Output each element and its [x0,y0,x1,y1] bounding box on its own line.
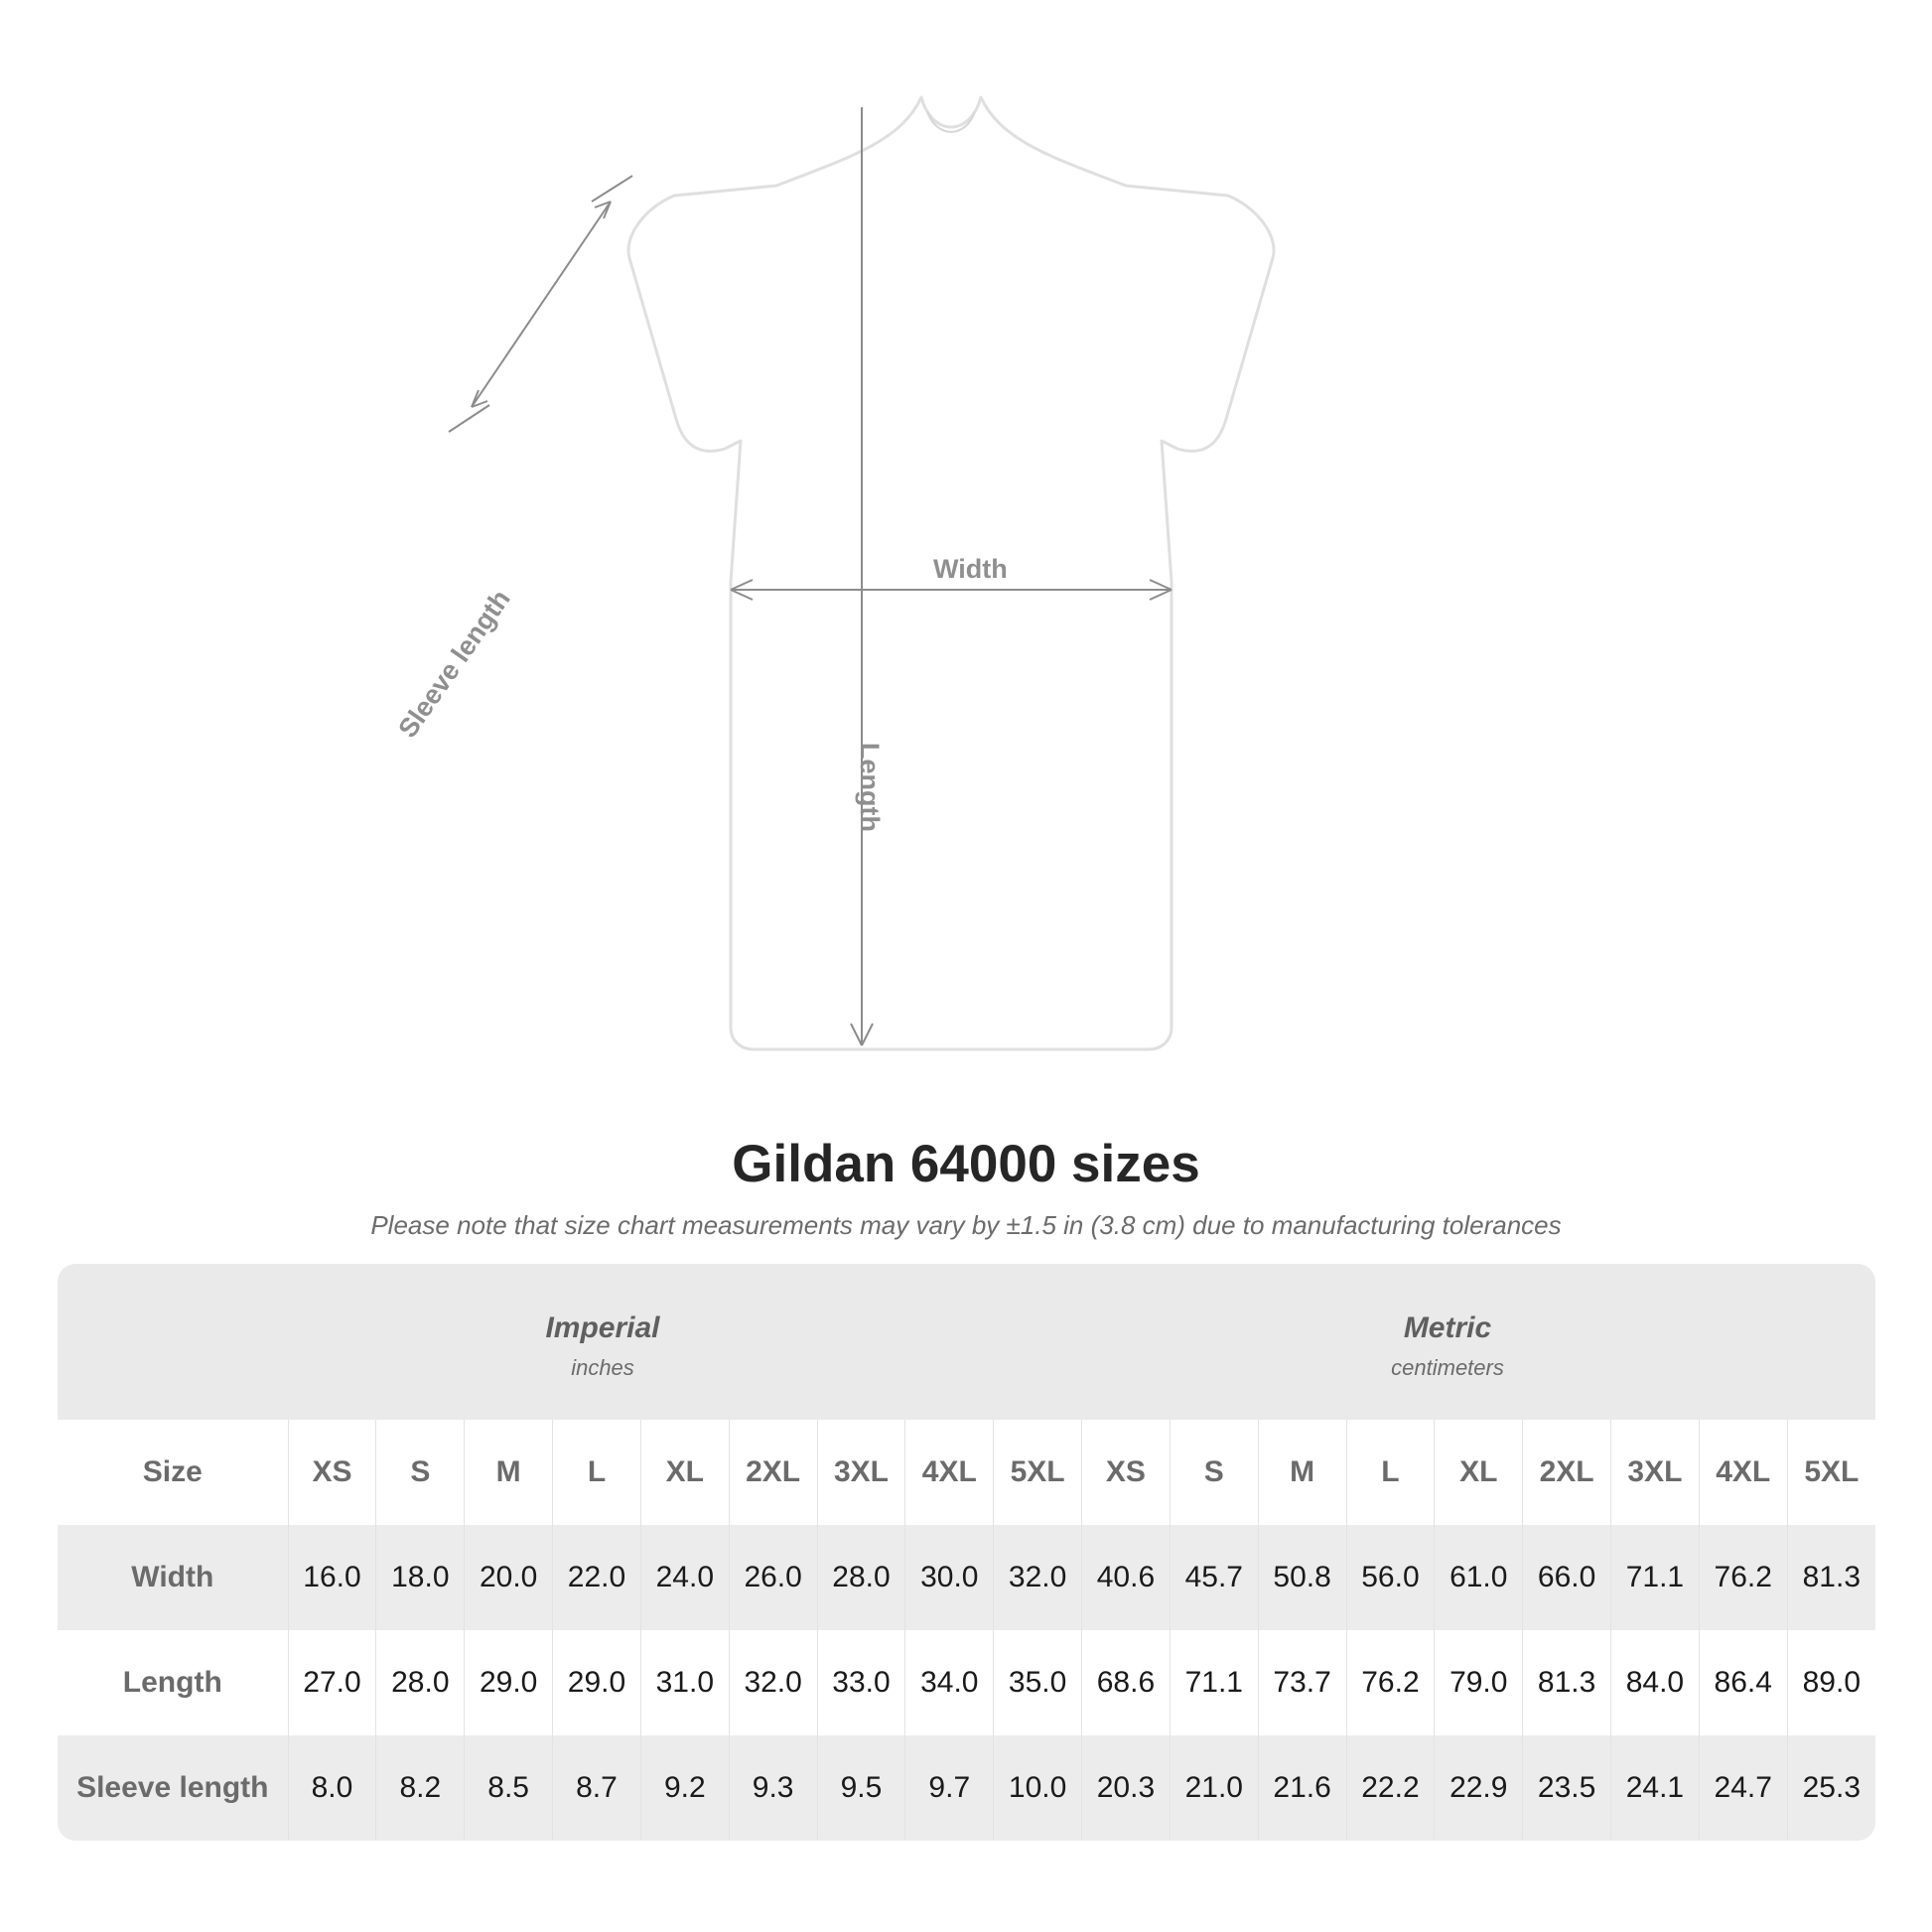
svg-text:Width: Width [933,554,1008,584]
svg-text:Length: Length [855,743,885,832]
svg-text:Sleeve length: Sleeve length [392,585,515,744]
